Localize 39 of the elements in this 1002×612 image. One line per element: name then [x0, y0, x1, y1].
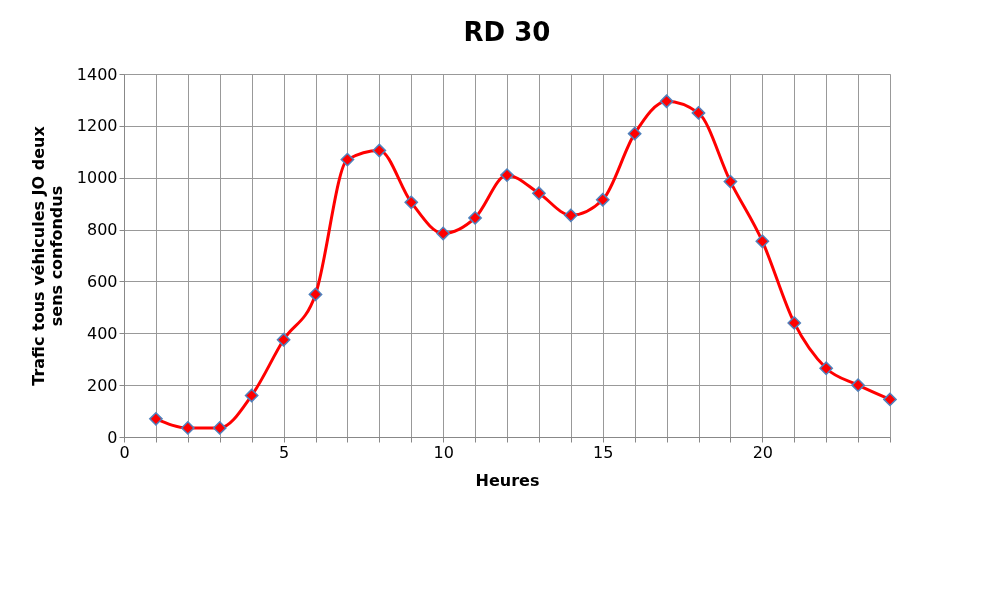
- point: [532, 186, 546, 201]
- x-tick-label: 20: [752, 442, 774, 462]
- point: [723, 174, 738, 189]
- point: [340, 152, 355, 167]
- point: [308, 287, 323, 302]
- y-tick-label: 0: [107, 427, 118, 447]
- point: [180, 421, 195, 435]
- point: [149, 411, 163, 426]
- point: [819, 361, 834, 376]
- x-tick-label: 10: [433, 442, 454, 462]
- point: [883, 392, 897, 407]
- chart-title: RD 30: [463, 17, 551, 47]
- point: [212, 421, 227, 435]
- x-axis-title: Heures: [475, 470, 540, 490]
- point: [851, 378, 865, 393]
- point: [244, 388, 259, 403]
- point: [691, 106, 706, 120]
- y-tick-label: 800: [86, 220, 118, 240]
- point: [468, 211, 482, 225]
- y-tick-label: 1400: [76, 64, 118, 84]
- point: [500, 168, 514, 182]
- y-axis-title: Trafic tous véhicules JO deux sens confondus: [28, 125, 66, 386]
- y-tick-label: 400: [86, 323, 118, 343]
- y-tick-label: 200: [86, 375, 118, 395]
- y-tick-label: 1200: [76, 116, 118, 136]
- y-tick-label: 1000: [76, 168, 118, 188]
- point: [563, 208, 578, 223]
- point: [755, 234, 770, 249]
- point: [404, 195, 419, 210]
- point: [372, 143, 387, 158]
- x-tick-label: 5: [278, 442, 290, 462]
- point: [627, 126, 642, 141]
- point: [436, 226, 451, 241]
- point: [276, 332, 291, 347]
- y-tick-label: 600: [86, 271, 118, 291]
- point: [659, 94, 674, 109]
- point: [787, 316, 802, 330]
- point: [595, 192, 610, 207]
- x-tick-label: 15: [593, 442, 614, 462]
